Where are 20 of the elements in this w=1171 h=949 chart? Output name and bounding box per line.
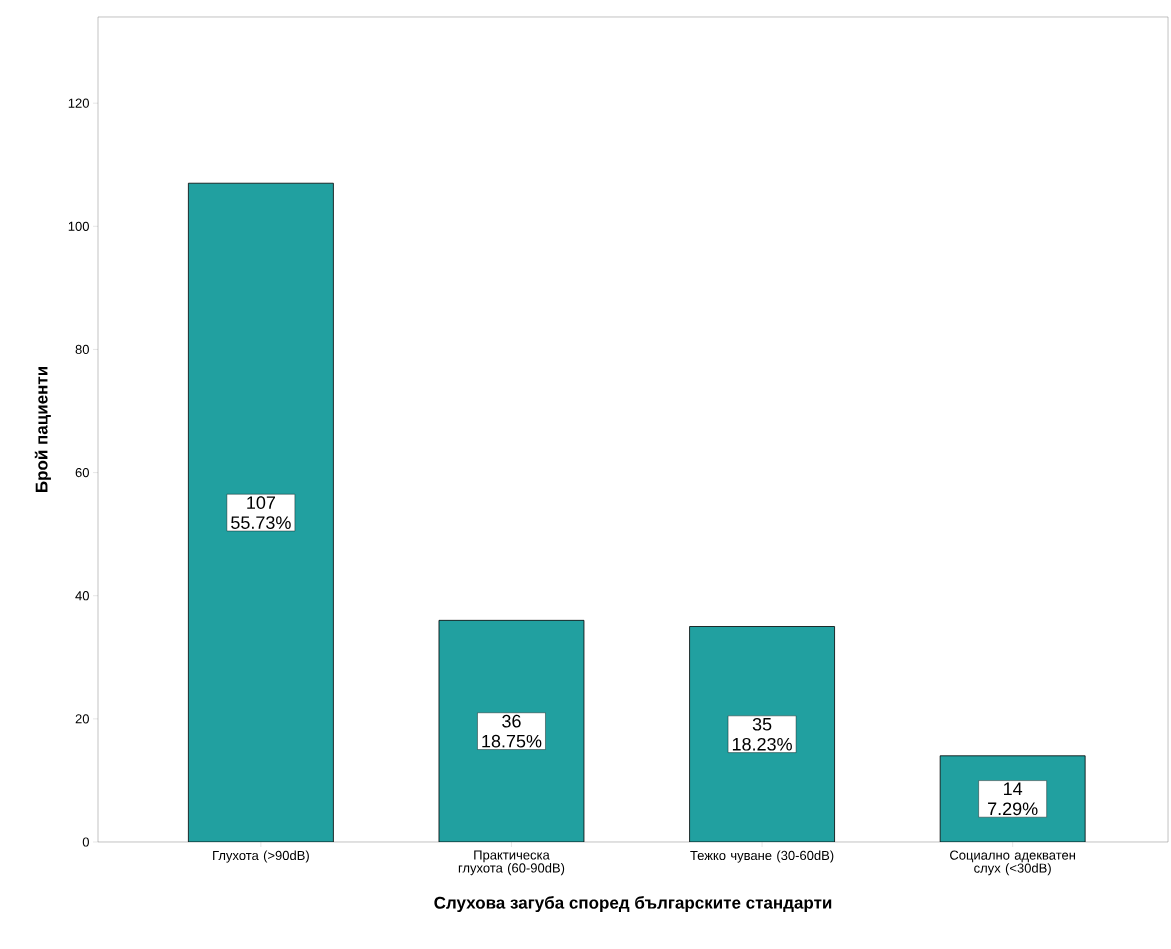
x-axis-title: Слухова загуба според българските стандарти — [434, 896, 832, 913]
y-axis-title: Брой пациенти — [34, 367, 51, 492]
x-tick-label: Социално адекватен слух (<30dB) — [950, 850, 1076, 876]
y-tick-label: 120 — [68, 98, 89, 108]
y-tick-label: 100 — [68, 221, 89, 231]
y-tick-label: 40 — [75, 591, 89, 601]
data-label: 14 7.29% — [988, 782, 1038, 816]
y-tick-label: 20 — [75, 714, 89, 724]
x-tick-label: Глухота (>90dB) — [213, 850, 309, 863]
x-tick-label: Практическа глухота (60-90dB) — [458, 850, 565, 876]
y-tick-label: 60 — [75, 467, 89, 478]
bar — [689, 626, 835, 842]
bar — [438, 619, 585, 842]
y-tick-label: 80 — [75, 344, 89, 355]
y-tick-label: 0 — [82, 837, 89, 847]
data-label: 35 18.23% — [732, 717, 792, 751]
x-tick-label: Тежко чуване (30-60dB) — [690, 850, 834, 863]
bar — [187, 182, 334, 842]
data-label: 36 18.75% — [482, 714, 542, 748]
data-label: 107 55.73% — [231, 496, 291, 529]
